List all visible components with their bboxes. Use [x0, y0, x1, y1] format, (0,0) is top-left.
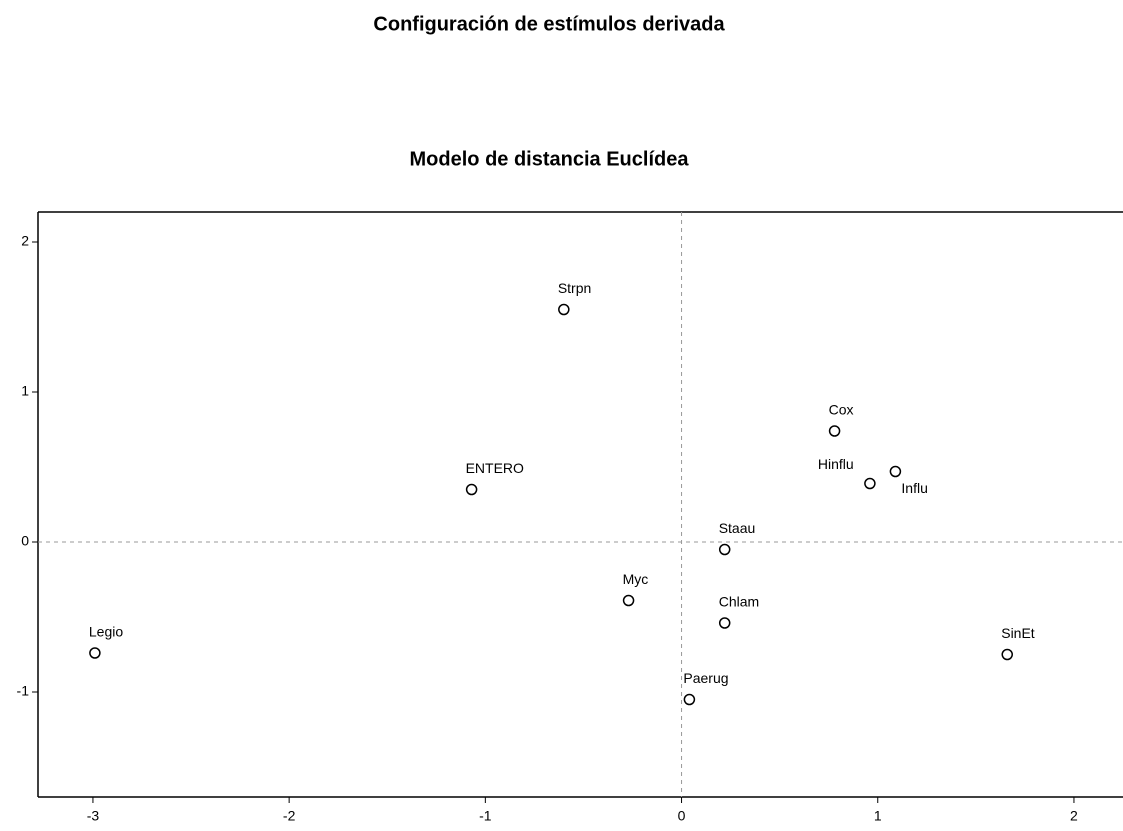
y-tick-label: -1 — [17, 683, 30, 699]
y-tick-label: 0 — [21, 533, 29, 549]
point — [1001, 648, 1013, 661]
y-tick-label: 1 — [21, 383, 29, 399]
x-tick-label: 0 — [678, 808, 686, 824]
point-label: Chlam — [719, 594, 759, 610]
point-label: Influ — [901, 480, 927, 496]
point-label: ENTERO — [466, 460, 524, 476]
point-label: Cox — [829, 402, 854, 418]
point-label: Myc — [623, 571, 649, 587]
chart-title: Configuración de estímulos derivada — [373, 13, 725, 35]
point-label: Hinflu — [818, 456, 854, 472]
point-label: Paerug — [683, 670, 728, 686]
point-label: Staau — [719, 520, 756, 536]
x-tick-label: -3 — [87, 808, 100, 824]
point — [864, 477, 876, 490]
point — [889, 465, 902, 478]
point — [622, 594, 635, 607]
x-tick-label: 2 — [1070, 808, 1078, 824]
point-label: Legio — [89, 624, 123, 640]
point — [683, 693, 696, 706]
point — [89, 647, 101, 659]
point — [718, 617, 731, 629]
point-label: Strpn — [558, 280, 591, 296]
point — [558, 303, 570, 316]
x-tick-label: -2 — [283, 808, 296, 824]
chart-subtitle: Modelo de distancia Euclídea — [410, 148, 690, 170]
point — [828, 425, 841, 437]
point — [718, 543, 731, 556]
point-label: SinEt — [1001, 625, 1035, 641]
y-tick-label: 2 — [21, 233, 29, 249]
point — [465, 483, 478, 496]
x-tick-label: -1 — [479, 808, 492, 824]
x-tick-label: 1 — [874, 808, 882, 824]
